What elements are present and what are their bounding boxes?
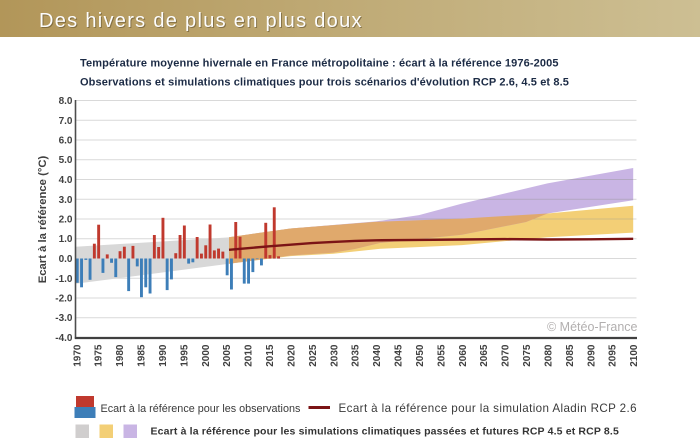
svg-text:2075: 2075 (522, 344, 533, 367)
svg-text:Des hivers de plus en plus dou: Des hivers de plus en plus doux (40, 11, 364, 33)
svg-text:2095: 2095 (608, 344, 619, 367)
svg-text:1975: 1975 (94, 344, 105, 367)
svg-text:6.0: 6.0 (59, 136, 73, 147)
svg-text:2100: 2100 (629, 344, 640, 367)
svg-text:Ecart à la référence (°C): Ecart à la référence (°C) (37, 155, 49, 283)
svg-text:2.0: 2.0 (59, 215, 73, 226)
svg-text:0.0: 0.0 (59, 254, 73, 265)
svg-text:3.0: 3.0 (59, 195, 73, 206)
svg-text:-4.0: -4.0 (55, 333, 73, 344)
svg-text:2030: 2030 (329, 344, 340, 367)
svg-text:2000: 2000 (201, 344, 212, 367)
svg-text:1970: 1970 (72, 344, 83, 367)
svg-text:-2.0: -2.0 (55, 294, 73, 305)
svg-text:2005: 2005 (222, 344, 233, 367)
svg-text:2055: 2055 (436, 344, 447, 367)
svg-text:Ecart à la référence pour les: Ecart à la référence pour les simulation… (151, 426, 619, 438)
svg-text:Température moyenne hivernale: Température moyenne hivernale en France … (80, 58, 559, 70)
svg-text:2065: 2065 (479, 344, 490, 367)
svg-text:2090: 2090 (586, 344, 597, 367)
svg-text:2050: 2050 (415, 344, 426, 367)
svg-text:2010: 2010 (244, 344, 255, 367)
svg-text:2045: 2045 (394, 344, 405, 367)
svg-text:2040: 2040 (372, 344, 383, 367)
svg-text:2035: 2035 (351, 344, 362, 367)
svg-text:1980: 1980 (115, 344, 126, 367)
svg-text:2080: 2080 (543, 344, 554, 367)
svg-text:1985: 1985 (137, 344, 148, 367)
svg-text:8.0: 8.0 (59, 96, 73, 107)
svg-text:1.0: 1.0 (59, 234, 73, 245)
svg-text:2025: 2025 (308, 344, 319, 367)
svg-text:Observations et simulations cl: Observations et simulations climatiques … (80, 77, 569, 89)
svg-text:Des hivers de plus en plus dou: Des hivers de plus en plus doux (39, 10, 363, 32)
svg-text:-3.0: -3.0 (55, 313, 73, 324)
svg-text:2070: 2070 (501, 344, 512, 367)
svg-text:2015: 2015 (265, 344, 276, 367)
svg-text:4.0: 4.0 (59, 175, 73, 186)
svg-text:5.0: 5.0 (59, 155, 73, 166)
svg-text:Ecart à la référence pour la s: Ecart à la référence pour la simulation … (339, 402, 638, 415)
svg-text:7.0: 7.0 (59, 116, 73, 127)
svg-text:1990: 1990 (158, 344, 169, 367)
svg-text:2060: 2060 (458, 344, 469, 367)
svg-text:1995: 1995 (179, 344, 190, 367)
svg-text:© Météo-France: © Météo-France (547, 320, 638, 334)
svg-text:2020: 2020 (286, 344, 297, 367)
svg-text:-1.0: -1.0 (55, 274, 73, 285)
svg-text:Ecart à la référence pour les: Ecart à la référence pour les observatio… (101, 403, 301, 415)
svg-text:2085: 2085 (565, 344, 576, 367)
